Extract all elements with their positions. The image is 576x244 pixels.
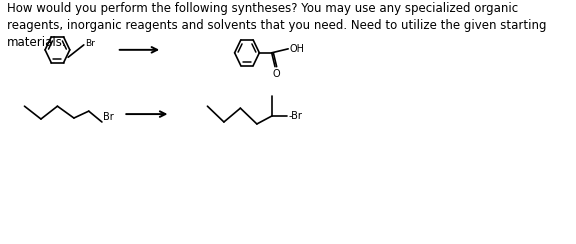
Text: O: O	[272, 69, 279, 79]
Text: OH: OH	[289, 44, 304, 54]
Text: Br: Br	[103, 112, 113, 122]
Text: -Br: -Br	[288, 111, 302, 121]
Text: How would you perform the following syntheses? You may use any specialized organ: How would you perform the following synt…	[7, 2, 547, 49]
Text: Br: Br	[85, 39, 95, 48]
